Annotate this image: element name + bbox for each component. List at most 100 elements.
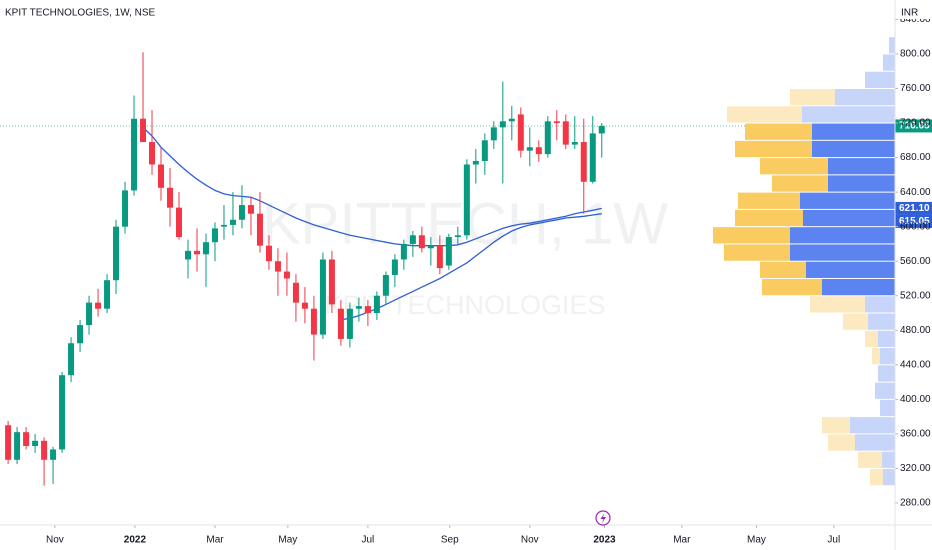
profile-down [724,244,790,261]
candle-body [364,306,371,314]
profile-up [806,261,895,278]
profile-up [835,89,895,106]
candle-body [328,259,335,305]
profile-up [828,175,895,192]
candle-body [238,205,245,220]
candle-body [220,224,227,227]
profile-down [858,451,882,468]
candle-body [436,245,443,269]
candle-body [499,121,506,128]
x-tick-label: Jul [361,535,374,546]
profile-down [760,158,828,175]
profile-up [802,106,895,123]
profile-up [883,468,895,486]
profile-down [727,106,802,123]
candle-body [409,235,416,244]
profile-down [745,123,812,140]
candle-body [149,142,156,165]
profile-up [822,278,895,296]
candle-body [167,187,174,208]
candle-body [463,164,470,236]
y-tick-label: 720.00 [900,118,931,129]
candle-body [382,275,389,296]
candle-body [472,161,479,165]
y-tick-label: 640.00 [900,187,931,198]
candle-body [517,114,524,151]
candle-body [598,125,605,134]
y-tick-label: 320.00 [900,463,931,474]
candle-body [544,121,551,155]
currency-bg [897,6,932,19]
candle-body [247,205,254,214]
candle-body [391,259,398,276]
candle-body [41,440,48,460]
profile-up [868,313,895,330]
candle-body [310,308,317,335]
candle-body [454,235,461,238]
candle-body [337,308,344,339]
profile-down [713,227,790,244]
x-tick-label: Mar [206,535,224,546]
candle-body [508,118,515,122]
profile-up [878,330,895,348]
x-tick-label: 2022 [124,535,147,546]
y-tick-label: 520.00 [900,290,931,301]
y-tick-label: 280.00 [900,498,931,509]
x-tick-label: 2023 [593,535,616,546]
y-tick-label: 760.00 [900,83,931,94]
profile-up [828,158,895,175]
candle-body [373,295,380,314]
x-tick-label: Jul [827,535,840,546]
candle-body [193,250,200,255]
candle-body [274,261,281,272]
candle-body [400,243,407,260]
candle-body [526,147,533,151]
y-tick-label: 560.00 [900,256,931,267]
price-label: 716.65 [899,121,930,132]
profile-down [735,209,803,227]
candle-body [445,237,452,266]
candle-body [59,375,66,450]
candle-body [346,308,353,339]
y-tick-label: 840.00 [900,14,931,25]
candle-body [481,140,488,162]
profile-up [878,365,895,382]
profile-up [865,296,895,313]
y-tick-label: 400.00 [900,394,931,405]
profile-up [790,244,895,261]
watermark-subtitle: KPIT TECHNOLOGIES [324,290,605,320]
candle-body [229,219,236,225]
price-label-box [895,201,932,215]
candle-body [301,302,308,309]
candle-body [77,325,84,344]
profile-up [812,123,895,140]
candle-body [211,228,218,243]
x-tick-label: Nov [521,535,539,546]
candle-body [68,343,75,376]
moving-average-line [142,126,602,247]
price-label: 615.05 [899,216,930,227]
candle-body [418,235,425,249]
x-tick-label: Mar [673,535,691,546]
candle-body [256,213,263,246]
candle-body [580,142,587,182]
y-tick-label: 360.00 [900,429,931,440]
price-axis: 280.00 320.00 360.00 400.00 440.00 480.00 520.… [895,6,932,509]
chart-title: KPIT TECHNOLOGIES, 1W, NSE [5,8,156,19]
profile-up [883,54,895,71]
candle-body [95,302,102,309]
candle-body [5,425,12,460]
profile-up [889,37,895,54]
candle-body [490,127,497,141]
profile-down [772,175,828,192]
candle-body [104,280,111,309]
price-labels: 716.65 621.10 615.05 [0,119,932,228]
time-axis: Nov 2022 Mar May Jul Sep Nov 2023 Mar May Jul [46,525,840,546]
candle-body [14,432,21,460]
candle-body [427,245,434,249]
volume-profile [713,37,895,486]
profile-down [762,278,822,296]
profile-up [790,227,895,244]
candle-body [32,440,39,446]
